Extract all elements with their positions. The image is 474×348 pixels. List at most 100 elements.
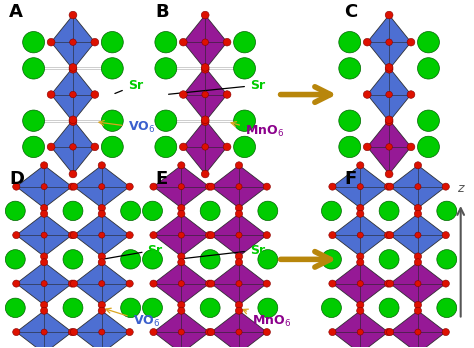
Circle shape — [178, 259, 185, 266]
Circle shape — [98, 301, 105, 308]
Circle shape — [101, 58, 123, 79]
Circle shape — [69, 65, 77, 73]
Circle shape — [364, 38, 371, 46]
Circle shape — [70, 183, 78, 190]
Circle shape — [200, 250, 220, 269]
Circle shape — [418, 110, 439, 132]
Circle shape — [201, 170, 209, 178]
Circle shape — [150, 183, 157, 190]
Circle shape — [384, 329, 392, 335]
Circle shape — [339, 32, 361, 53]
Circle shape — [180, 91, 187, 98]
Circle shape — [13, 183, 20, 190]
Polygon shape — [74, 262, 129, 305]
Circle shape — [236, 301, 243, 308]
Circle shape — [68, 231, 75, 239]
Circle shape — [442, 183, 449, 190]
Circle shape — [234, 136, 255, 158]
Circle shape — [407, 91, 415, 98]
Circle shape — [223, 38, 231, 46]
Circle shape — [91, 38, 99, 46]
Circle shape — [442, 329, 449, 335]
Circle shape — [91, 143, 99, 151]
Circle shape — [263, 231, 271, 239]
Circle shape — [70, 91, 76, 98]
Circle shape — [386, 183, 394, 190]
Circle shape — [70, 329, 78, 335]
Circle shape — [385, 118, 393, 126]
Circle shape — [236, 280, 242, 287]
Circle shape — [364, 91, 371, 98]
Circle shape — [384, 183, 392, 190]
Circle shape — [70, 144, 76, 150]
Circle shape — [357, 232, 364, 238]
Circle shape — [263, 329, 271, 335]
Polygon shape — [211, 311, 267, 348]
Circle shape — [208, 183, 215, 190]
Circle shape — [70, 231, 78, 239]
Circle shape — [41, 329, 47, 335]
Polygon shape — [154, 311, 209, 348]
Circle shape — [437, 250, 457, 269]
Circle shape — [202, 144, 209, 150]
Circle shape — [40, 162, 48, 169]
Polygon shape — [332, 311, 388, 348]
Polygon shape — [183, 15, 227, 69]
Circle shape — [47, 143, 55, 151]
Circle shape — [155, 58, 177, 79]
Circle shape — [69, 170, 77, 178]
Circle shape — [407, 38, 415, 46]
Circle shape — [180, 38, 187, 46]
Circle shape — [155, 136, 177, 158]
Circle shape — [126, 280, 133, 287]
Circle shape — [202, 91, 209, 98]
Polygon shape — [154, 165, 209, 208]
Circle shape — [68, 329, 75, 335]
Circle shape — [121, 250, 141, 269]
Polygon shape — [51, 15, 95, 69]
Circle shape — [356, 259, 364, 266]
Circle shape — [236, 329, 242, 335]
Circle shape — [126, 329, 133, 335]
Circle shape — [98, 162, 105, 169]
Circle shape — [13, 231, 20, 239]
Circle shape — [98, 204, 105, 212]
Circle shape — [379, 298, 399, 317]
Circle shape — [379, 250, 399, 269]
Circle shape — [415, 184, 421, 190]
Circle shape — [329, 280, 336, 287]
Text: Sr: Sr — [179, 244, 265, 259]
Polygon shape — [16, 214, 72, 256]
Circle shape — [178, 307, 185, 314]
Circle shape — [23, 110, 45, 132]
Circle shape — [386, 231, 394, 239]
Circle shape — [69, 11, 77, 19]
Circle shape — [70, 39, 76, 46]
Circle shape — [70, 280, 78, 287]
Circle shape — [101, 136, 123, 158]
Polygon shape — [332, 165, 388, 208]
Text: MnO$_6$: MnO$_6$ — [243, 309, 291, 330]
Circle shape — [208, 280, 215, 287]
Circle shape — [236, 162, 243, 169]
Circle shape — [236, 210, 243, 217]
Polygon shape — [332, 214, 388, 256]
Circle shape — [414, 162, 421, 169]
Circle shape — [208, 231, 215, 239]
Circle shape — [384, 280, 392, 287]
Circle shape — [208, 329, 215, 335]
Circle shape — [442, 231, 449, 239]
Polygon shape — [367, 120, 411, 174]
Polygon shape — [74, 214, 129, 256]
Text: E: E — [155, 170, 168, 188]
Circle shape — [23, 32, 45, 53]
Circle shape — [414, 210, 421, 217]
Circle shape — [99, 184, 105, 190]
Circle shape — [386, 329, 394, 335]
Circle shape — [178, 280, 184, 287]
Circle shape — [418, 32, 439, 53]
Circle shape — [155, 110, 177, 132]
Circle shape — [321, 201, 341, 221]
Text: A: A — [9, 3, 23, 21]
Polygon shape — [390, 165, 446, 208]
